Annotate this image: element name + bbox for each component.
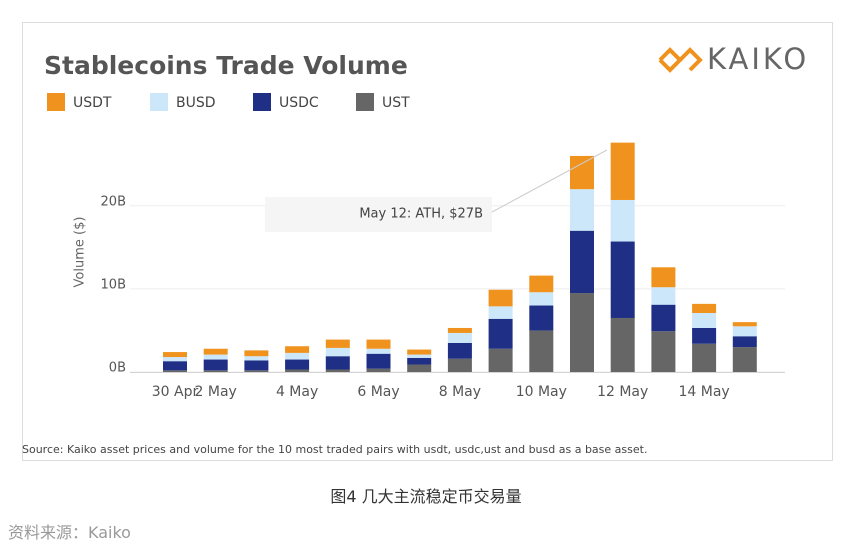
logo-icon bbox=[678, 47, 703, 72]
bar-segment bbox=[529, 275, 554, 293]
bar-segment bbox=[651, 331, 676, 372]
bar-segment bbox=[285, 369, 310, 372]
bar-segment bbox=[692, 343, 717, 372]
bar-segment bbox=[366, 348, 391, 354]
bar-segment bbox=[488, 306, 513, 319]
bar-segment bbox=[163, 361, 187, 371]
bar-segment bbox=[732, 322, 757, 327]
bar-segment bbox=[447, 342, 472, 359]
bar-segment bbox=[325, 369, 350, 372]
bar-segment bbox=[529, 305, 554, 331]
bar-segment bbox=[285, 346, 310, 353]
bar-segment bbox=[285, 352, 310, 360]
bar-segment bbox=[244, 360, 269, 371]
bar-segment bbox=[407, 364, 432, 372]
bar-segment bbox=[407, 354, 432, 358]
bar-segment bbox=[732, 326, 757, 337]
chart-title: Stablecoins Trade Volume bbox=[44, 51, 408, 80]
bar-segment bbox=[325, 356, 350, 370]
source: Source: Kaiko asset prices and volume fo… bbox=[22, 443, 647, 456]
caption: 图4 几大主流稳定币交易量 bbox=[330, 487, 522, 506]
legend-label: USDT bbox=[73, 95, 112, 111]
bar-segment bbox=[570, 293, 594, 372]
annotation-line bbox=[491, 149, 608, 213]
y-axis-label: Volume ($) bbox=[73, 217, 88, 288]
legend-label: UST bbox=[382, 95, 410, 111]
legend-label: USDC bbox=[279, 95, 319, 111]
bar-segment bbox=[610, 241, 635, 318]
x-tick-label: 6 May bbox=[357, 384, 399, 400]
bar-segment bbox=[651, 304, 676, 332]
legend-swatch bbox=[47, 93, 65, 111]
x-tick-label: 10 May bbox=[516, 384, 567, 400]
bar-segment bbox=[366, 339, 391, 349]
bar-segment bbox=[325, 347, 350, 357]
bar-segment bbox=[692, 312, 717, 328]
credit: 资料来源：Kaiko bbox=[8, 523, 131, 542]
bar-segment bbox=[570, 230, 594, 294]
x-tick-label: 8 May bbox=[439, 384, 481, 400]
bar-segment bbox=[570, 189, 594, 231]
bar-segment bbox=[163, 352, 187, 358]
bar-segment bbox=[203, 348, 228, 355]
x-tick-label: 2 May bbox=[195, 384, 237, 400]
annotation-box bbox=[265, 197, 492, 232]
bar-segment bbox=[203, 359, 228, 371]
bar-segment bbox=[610, 199, 635, 242]
y-tick-label: 20B bbox=[101, 194, 126, 209]
chart: Stablecoins Trade Volume KAIKO Volume ($… bbox=[22, 22, 833, 461]
bar-segment bbox=[529, 330, 554, 372]
bar-segment bbox=[203, 354, 228, 360]
legend-swatch bbox=[253, 93, 271, 111]
bar-segment bbox=[732, 347, 757, 372]
y-tick-label: 10B bbox=[101, 277, 126, 292]
bar-segment bbox=[366, 368, 391, 372]
bar-segment bbox=[610, 142, 635, 200]
x-tick-label: 12 May bbox=[597, 384, 648, 400]
bar-segment bbox=[488, 289, 513, 307]
bar-segment bbox=[244, 356, 269, 361]
bar-segment bbox=[366, 353, 391, 369]
bar-segment bbox=[529, 292, 554, 306]
bar-segment bbox=[244, 350, 269, 357]
bar-segment bbox=[325, 339, 350, 348]
bar-segment bbox=[407, 349, 432, 355]
bar-segment bbox=[407, 357, 432, 365]
x-tick-label: 14 May bbox=[678, 384, 729, 400]
legend-label: BUSD bbox=[176, 95, 216, 111]
x-tick-label: 30 Apr bbox=[152, 384, 199, 400]
bar-segment bbox=[610, 317, 635, 372]
bar-segment bbox=[447, 327, 472, 333]
y-tick-label: 0B bbox=[109, 361, 126, 376]
bar-segment bbox=[651, 287, 676, 305]
bar-segment bbox=[244, 370, 269, 372]
bar-segment bbox=[447, 358, 472, 372]
bar-segment bbox=[488, 348, 513, 372]
bar-segment bbox=[447, 332, 472, 343]
bar-segment bbox=[692, 303, 717, 313]
annotation: May 12: ATH, $27B bbox=[359, 207, 483, 222]
bar-segment bbox=[203, 370, 228, 372]
x-tick-label: 4 May bbox=[276, 384, 318, 400]
bar-segment bbox=[692, 327, 717, 344]
legend-swatch bbox=[150, 93, 168, 111]
bar-segment bbox=[163, 357, 187, 362]
bar-segment bbox=[651, 267, 676, 288]
bar-segment bbox=[570, 155, 594, 190]
bar-segment bbox=[732, 336, 757, 348]
logo: KAIKO bbox=[707, 42, 809, 76]
legend-swatch bbox=[356, 93, 374, 111]
bar-segment bbox=[488, 318, 513, 349]
bar-segment bbox=[285, 359, 310, 370]
bar-segment bbox=[163, 370, 187, 372]
